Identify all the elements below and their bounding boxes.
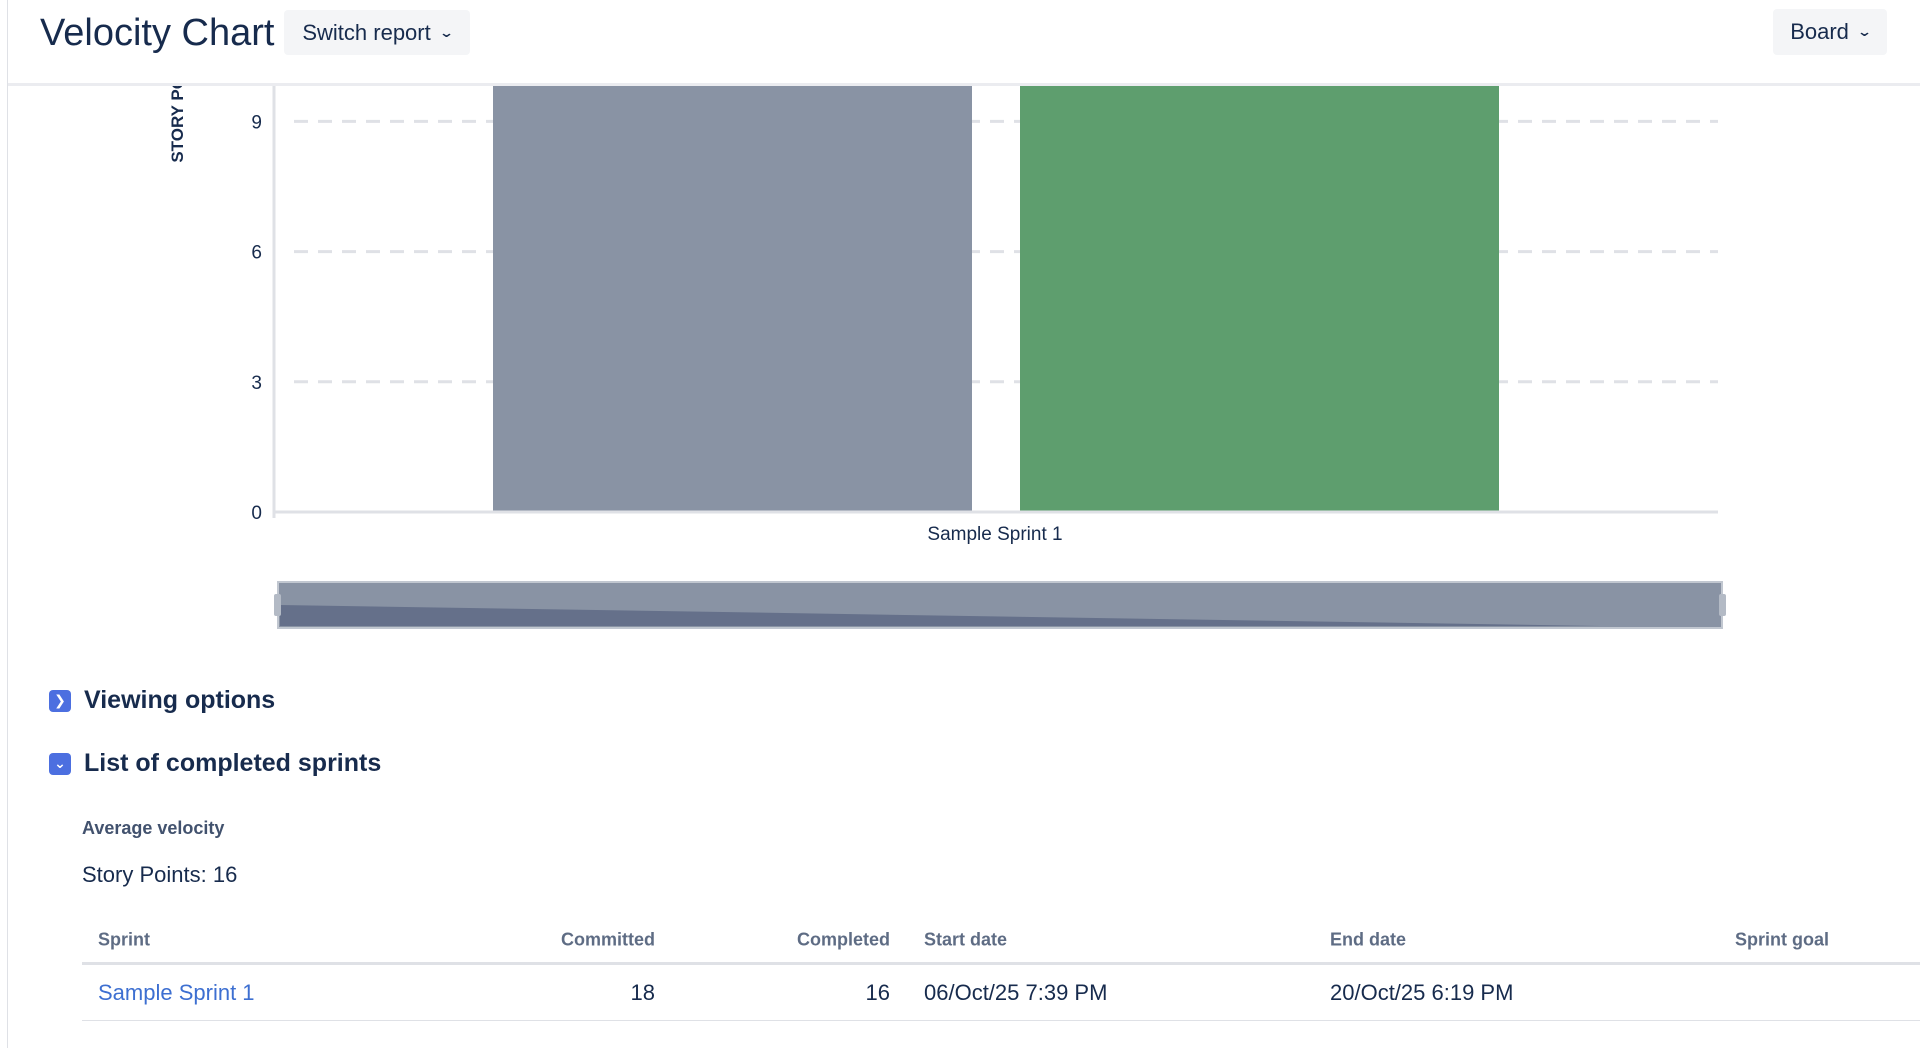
brush-handle-left[interactable] (274, 594, 281, 616)
board-label: Board (1790, 19, 1849, 44)
col-completed: Completed (796, 929, 890, 950)
start-date-value: 06/Oct/25 7:39 PM (924, 979, 1108, 1005)
chevron-down-icon: ⌄ (1856, 24, 1872, 39)
page-header: Velocity Chart Switch report ⌄ Board ⌄ (8, 0, 1920, 86)
average-velocity-value: Story Points: 16 (82, 862, 238, 887)
committed-value: 18 (630, 979, 655, 1005)
table-header: Sprint Committed Completed Start date En… (82, 918, 1920, 965)
y-tick-label: 6 (251, 243, 262, 264)
col-end-date: End date (1330, 929, 1407, 950)
col-sprint: Sprint (98, 929, 150, 950)
viewing-options-label: Viewing options (84, 686, 276, 714)
end-date-value: 20/Oct/25 6:19 PM (1330, 979, 1514, 1005)
viewing-options-toggle[interactable]: ❯ Viewing options (49, 686, 275, 715)
average-velocity-label: Average velocity (82, 818, 225, 838)
x-tick-label: Sample Sprint 1 (927, 524, 1062, 545)
sprint-link[interactable]: Sample Sprint 1 (98, 979, 255, 1005)
brush-area (280, 605, 1600, 626)
switch-report-button[interactable]: Switch report ⌄ (284, 10, 470, 55)
completed-sprints-table: Sprint Committed Completed Start date En… (82, 918, 1920, 1021)
left-border (0, 0, 8, 1048)
completed-sprints-label: List of completed sprints (84, 749, 382, 777)
page-title: Velocity Chart (40, 12, 275, 54)
brush-handle-right[interactable] (1719, 594, 1726, 616)
col-start-date: Start date (924, 929, 1008, 950)
range-brush[interactable] (274, 581, 1726, 629)
y-tick-label: 3 (251, 373, 262, 394)
table-row: Sample Sprint 1 18 16 06/Oct/25 7:39 PM … (82, 965, 1920, 1021)
completed-value: 16 (865, 979, 890, 1005)
col-sprint-goal: Sprint goal (1735, 929, 1829, 950)
col-committed: Committed (561, 929, 655, 950)
board-button[interactable]: Board ⌄ (1773, 9, 1887, 55)
y-tick-label: 0 (251, 503, 262, 524)
switch-report-label: Switch report (302, 19, 431, 45)
chevron-down-icon: ⌄ (49, 752, 71, 775)
completed-sprints-toggle[interactable]: ⌄ List of completed sprints (49, 749, 381, 778)
y-tick-label: 9 (251, 112, 262, 133)
chevron-down-icon: ⌄ (438, 24, 454, 40)
chevron-right-icon: ❯ (49, 689, 71, 712)
